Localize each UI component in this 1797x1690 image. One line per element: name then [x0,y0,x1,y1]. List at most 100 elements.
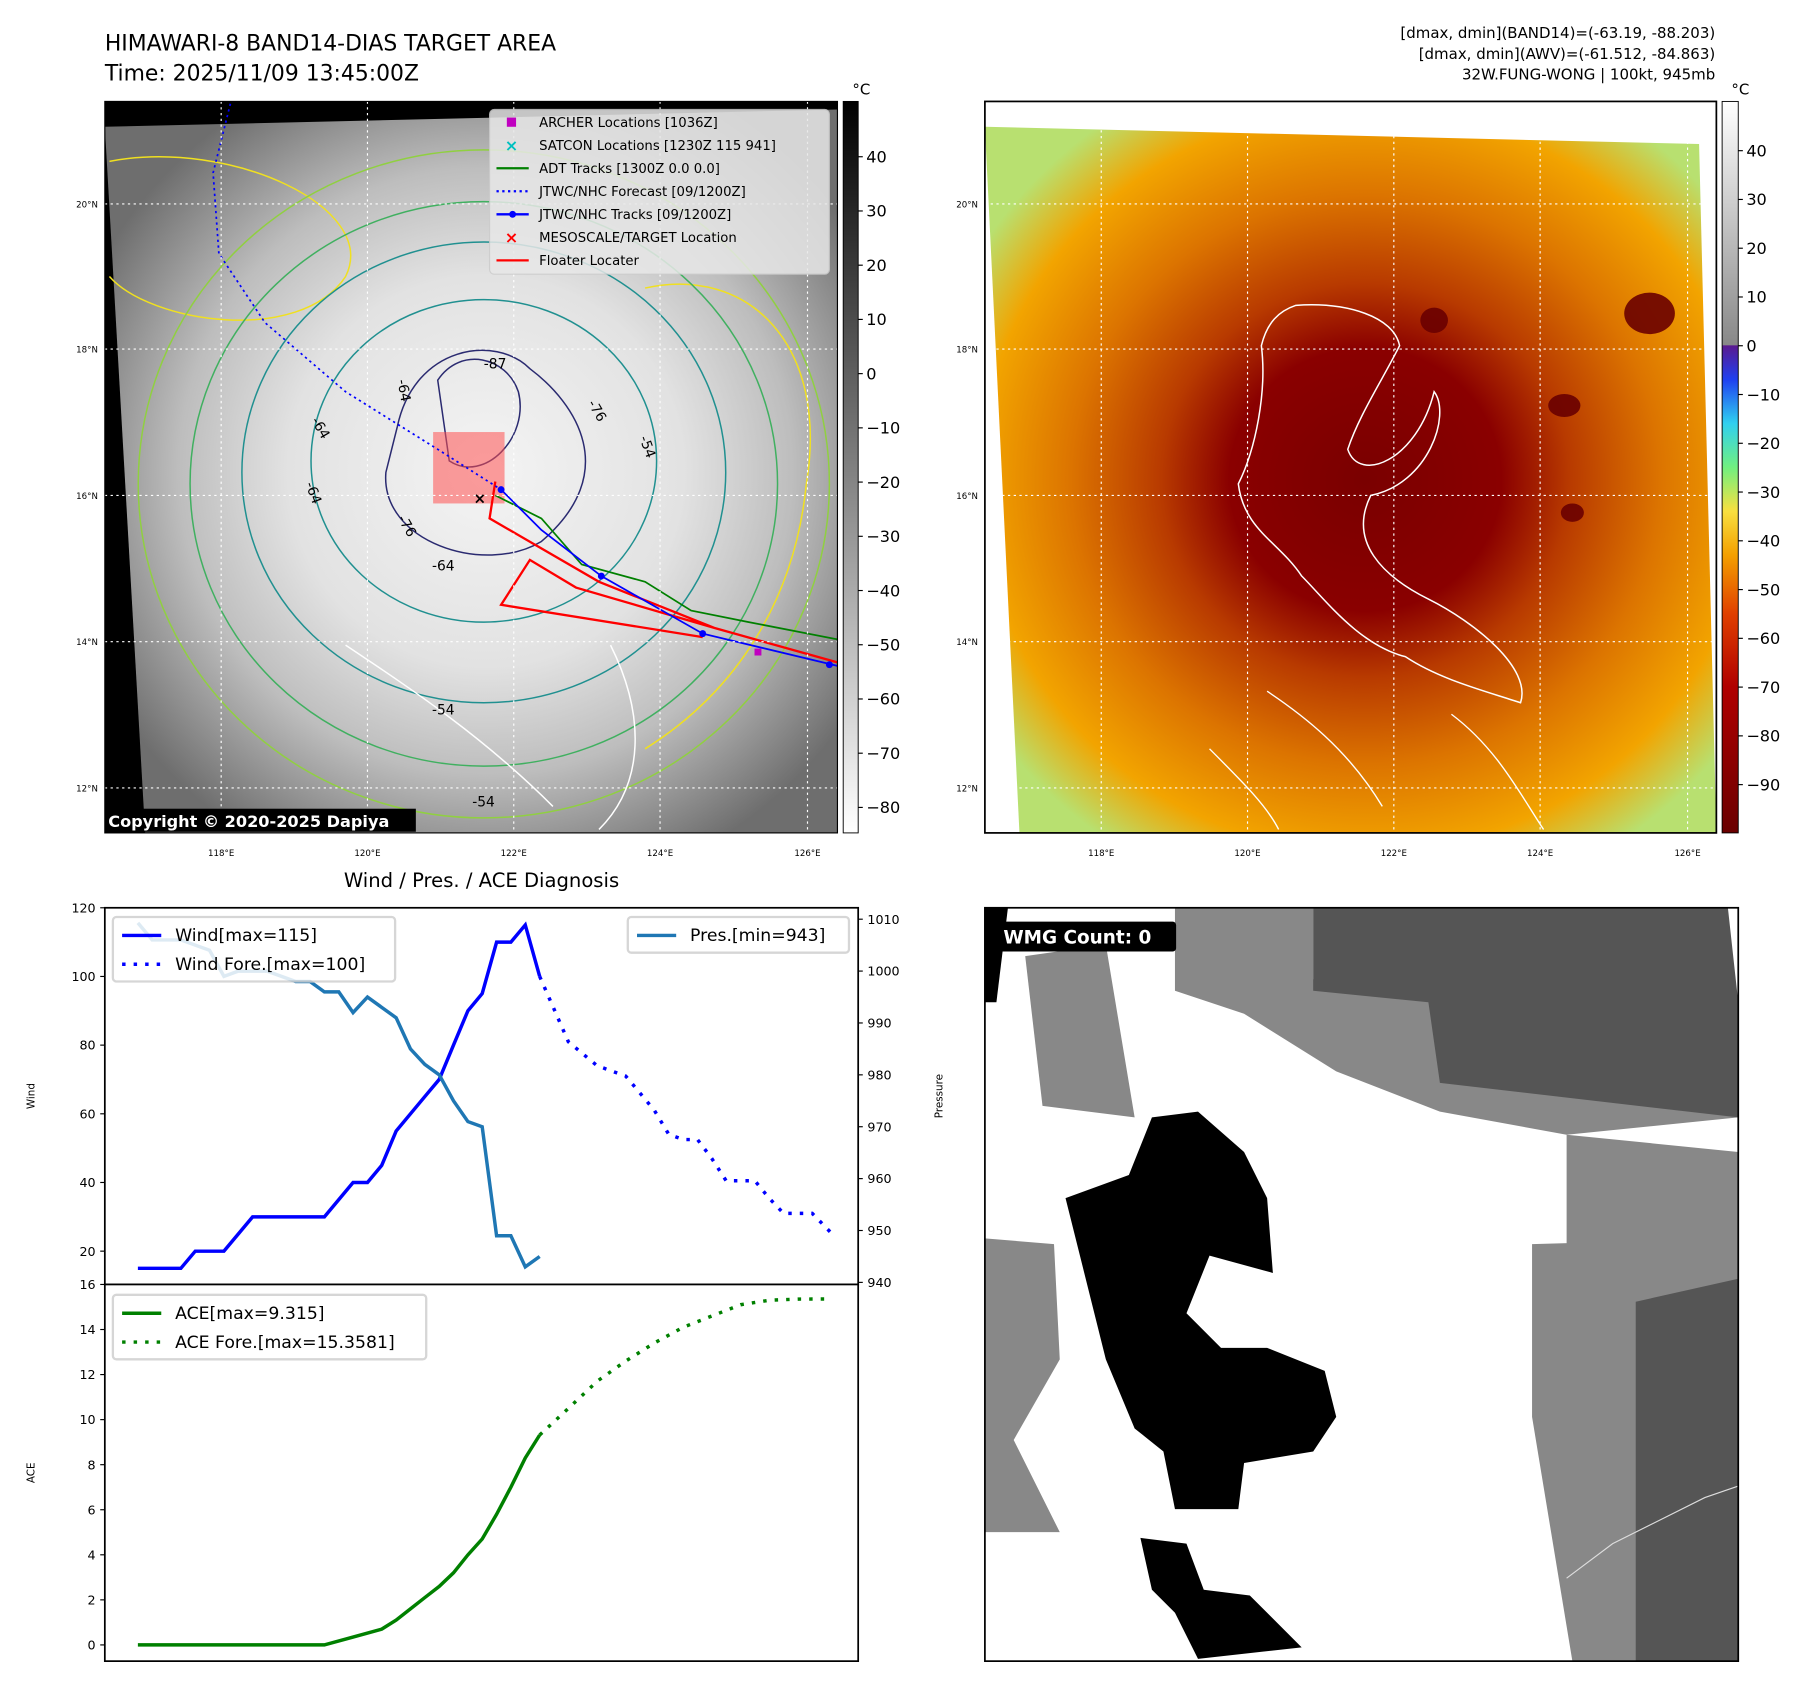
svg-text:°C: °C [1731,81,1749,99]
legend-label: JTWC/NHC Tracks [09/1200Z] [538,208,731,223]
colorbar-tick-label: 10 [866,310,887,329]
chart-legend-label: Wind Fore.[max=100] [175,955,365,975]
lat-tick-label: 16°N [76,492,98,502]
dot-marker-icon [509,210,517,218]
info-band14: [dmax, dmin](BAND14)=(-63.19, -88.203) [1400,24,1715,42]
wmg-count-label: WMG Count: 0 [1003,927,1151,948]
legend-entry: ARCHER Locations [1036Z] [506,116,718,131]
ir-color-map [984,100,1718,834]
adt-track [494,494,838,641]
y-right-tick-label: 1000 [867,964,899,979]
chart-legend-label: Wind[max=115] [175,926,317,946]
y-tick-label: 8 [88,1457,96,1472]
colorbar-tick-label: −50 [866,636,900,655]
y-tick-label: 12 [80,1367,96,1382]
colorbar-tick-label: −70 [866,744,900,763]
lon-tick-label: 124°E [1527,849,1553,859]
chart-legend-label: ACE[max=9.315] [175,1304,324,1324]
lat-tick-label: 14°N [76,638,98,648]
x-marker-icon: × [505,228,519,247]
colorbar-tick-label: 30 [1746,190,1767,209]
map-legend: ARCHER Locations [1036Z] × SATCON Location… [488,108,830,275]
colorbar-tick-label: −30 [866,527,900,546]
y-tick-label: 40 [80,1175,96,1190]
legend-label: SATCON Locations [1230Z 115 941] [539,139,776,154]
ir-grayscale-map: -64 -64 -76 -76 -64 -54 -54 -54 -64 -87 … [104,100,839,834]
colorbar-tick-label: −10 [866,419,900,438]
colorbar-tick-label: 20 [1746,239,1767,258]
chart-title: Wind / Pres. / ACE Diagnosis [344,869,619,892]
colorbar-tick-label: 40 [866,148,887,167]
info-awv: [dmax, dmin](AWV)=(-61.512, -84.863) [1419,45,1715,63]
legend-label: ADT Tracks [1300Z 0.0 0.0] [539,162,720,177]
figure-time: Time: 2025/11/09 13:45:00Z [104,62,419,87]
colorbar-tick-label: −60 [1746,629,1780,648]
y-tick-label: 100 [71,969,95,984]
colorbar-tick-label: −30 [1746,483,1780,502]
jtwc-forecast-track [212,103,502,491]
chart-legend-box [111,1293,428,1361]
y-tick-label: 10 [80,1412,96,1427]
y-tick-label: 60 [80,1106,96,1121]
colorbar-tick-label: −80 [866,798,900,817]
figure-title: HIMAWARI-8 BAND14-DIAS TARGET AREA [105,32,556,57]
legend-label: MESOSCALE/TARGET Location [539,231,737,246]
copyright: Copyright © 2020-2025 Dapiya [108,812,389,831]
lat-tick-label: 16°N [956,492,978,502]
wmg-panel: WMG Count: 0 [984,906,1740,1663]
y-axis-label: ACE [26,1462,38,1483]
colorbar-tick-label: −50 [1746,580,1780,599]
colorbar-tick-label: 0 [866,364,876,383]
legend-entry: JTWC/NHC Forecast [09/1200Z] [496,185,746,200]
legend-entry: × MESOSCALE/TARGET Location [505,228,737,247]
y-axis-label: Wind [26,1083,38,1109]
y-right-tick-label: 960 [867,1171,891,1186]
y-right-axis-label: Pressure [933,1074,945,1118]
lat-tick-label: 12°N [76,784,98,794]
lat-tick-label: 20°N [956,200,978,210]
y-tick-label: 6 [88,1502,96,1517]
colorbar-tick-label: −70 [1746,678,1780,697]
legend-label: ARCHER Locations [1036Z] [539,116,718,131]
colorbar-tick-label: −20 [1746,434,1780,453]
svg-text:-54: -54 [432,702,455,718]
colorbar-tick-label: 10 [1746,288,1767,307]
y-tick-label: 0 [88,1638,96,1653]
svg-text:°C: °C [852,81,870,99]
lon-tick-label: 122°E [501,849,527,859]
square-marker-icon [506,117,517,127]
lat-tick-label: 18°N [76,346,98,356]
legend-entry: ADT Tracks [1300Z 0.0 0.0] [496,162,720,177]
floater-locater-track [488,481,838,664]
lat-tick-label: 14°N [956,638,978,648]
svg-text:-64: -64 [432,558,455,574]
y-tick-label: 16 [80,1277,96,1292]
chart-legend-box [111,915,397,983]
y-tick-label: 20 [80,1244,96,1259]
y-tick-label: 120 [71,900,95,915]
y-tick-label: 80 [80,1038,96,1053]
chart-legend-label: ACE Fore.[max=15.3581] [175,1333,395,1353]
svg-text:-54: -54 [472,794,495,810]
info-storm: 32W.FUNG-WONG | 100kt, 945mb [1462,66,1715,84]
colorbar-tick-label: −40 [866,581,900,600]
ace-chart: 16 14 12 10 8 6 4 2 0 ACE ACE[max=9.315] ACE Fore.[… [26,1277,860,1663]
colorbar-tick-label: −90 [1746,775,1780,794]
chart-legend-label: Pres.[min=943] [690,926,825,946]
map-gridlines [984,101,1717,833]
svg-text:-87: -87 [484,357,507,373]
series-line-ace [137,1434,542,1647]
y-tick-label: 4 [88,1547,96,1562]
colorbar-tick-label: 0 [1746,337,1756,356]
lon-tick-label: 120°E [354,849,380,859]
colorbar-tick-label: −40 [1746,532,1780,551]
colorbar-grayscale: °C 40 30 20 10 0 −10 −20 −30 −40 −50 −60 −70 −80 [842,81,900,834]
lon-tick-label: 124°E [647,849,673,859]
colorbar-tick-label: −10 [1746,385,1780,404]
wind-pressure-chart: 120 100 80 60 40 20 1010 1000 990 980 970 960 950 940… [26,900,946,1290]
legend-entry: JTWC/NHC Tracks [09/1200Z] [496,208,731,223]
y-right-tick-label: 950 [867,1223,891,1238]
y-right-tick-label: 1010 [867,912,899,927]
colorbar-tick-label: 30 [866,202,887,221]
